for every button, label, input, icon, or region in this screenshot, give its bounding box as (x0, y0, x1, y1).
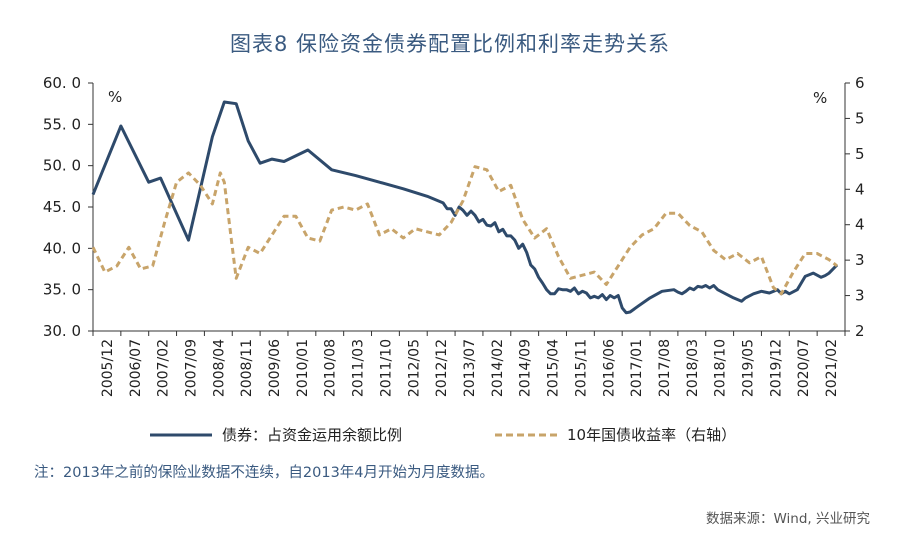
x-tick-label: 2012/05 (406, 339, 422, 397)
left-tick-label: 40. 0 (43, 239, 81, 257)
chart-title: 图表8 保险资金债券配置比例和利率走势关系 (229, 32, 671, 56)
data-source: 数据来源：Wind, 兴业研究 (705, 511, 870, 527)
left-tick-label: 50. 0 (43, 157, 81, 175)
x-tick-label: 2021/02 (824, 339, 840, 397)
x-tick-label: 2010/08 (323, 339, 339, 397)
left-tick-label: 60. 0 (43, 74, 81, 92)
x-tick-label: 2016/06 (601, 339, 617, 397)
legend-swatch-solid (150, 433, 212, 436)
legend-label-yield: 10年国债收益率（右轴） (567, 426, 737, 444)
x-tick-label: 2009/06 (267, 339, 283, 397)
x-tick-label: 2018/03 (685, 339, 701, 397)
left-tick-label: 30. 0 (43, 322, 81, 340)
right-tick-label: 3 (855, 251, 865, 269)
right-tick-label: 2 (855, 322, 865, 340)
right-tick-label: 4 (855, 180, 865, 198)
x-tick-label: 2019/12 (768, 339, 784, 397)
legend-item-bond: 债券：占资金运用余额比例 (150, 424, 402, 445)
legend-label-bond: 债券：占资金运用余额比例 (222, 426, 403, 444)
x-tick-label: 2012/12 (434, 339, 450, 397)
x-tick-label: 2008/11 (239, 339, 255, 397)
x-tick-label: 2019/05 (741, 339, 757, 397)
x-tick-label: 2011/03 (351, 339, 367, 397)
right-tick-label: 3 (855, 287, 865, 305)
legend: 债券：占资金运用余额比例 10年国债收益率（右轴） (0, 424, 900, 448)
footnote: 注：2013年之前的保险业数据不连续，自2013年4月开始为月度数据。 (34, 465, 495, 481)
right-unit-label: % (813, 89, 827, 107)
x-tick-label: 2011/10 (378, 339, 394, 397)
x-tick-label: 2007/02 (156, 339, 172, 397)
left-unit-label: % (108, 88, 122, 106)
series-line-10y-yield (91, 165, 838, 296)
right-tick-label: 6 (855, 74, 865, 92)
x-tick-label: 2015/04 (546, 339, 562, 397)
x-tick-label: 2005/12 (100, 339, 116, 397)
x-tick-label: 2017/01 (629, 339, 645, 397)
x-tick-label: 2006/07 (128, 339, 144, 397)
right-tick-label: 5 (855, 145, 865, 163)
x-tick-label: 2015/11 (573, 339, 589, 397)
x-tick-label: 2013/07 (462, 339, 478, 397)
series-line-bond-ratio (91, 100, 839, 315)
legend-swatch-dashed (495, 433, 557, 436)
right-tick-label: 5 (855, 109, 865, 127)
x-tick-label: 2007/09 (183, 339, 199, 397)
left-tick-label: 45. 0 (43, 198, 81, 216)
x-tick-label: 2010/01 (295, 339, 311, 397)
right-tick-label: 4 (855, 216, 865, 234)
legend-item-yield: 10年国债收益率（右轴） (495, 424, 736, 445)
x-tick-label: 2018/10 (713, 339, 729, 397)
x-tick-label: 2020/07 (796, 339, 812, 397)
left-tick-label: 55. 0 (43, 115, 81, 133)
x-tick-label: 2017/08 (657, 339, 673, 397)
left-tick-label: 35. 0 (43, 281, 81, 299)
x-tick-label: 2014/02 (490, 339, 506, 397)
x-tick-label: 2014/09 (518, 339, 534, 397)
x-tick-label: 2008/04 (211, 339, 227, 397)
